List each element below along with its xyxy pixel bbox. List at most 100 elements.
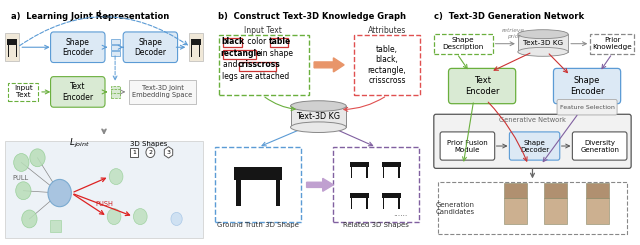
Text: retrieve
prior: retrieve prior bbox=[502, 28, 525, 39]
Text: Shape
Decoder: Shape Decoder bbox=[134, 37, 166, 57]
Bar bbox=[8, 39, 17, 45]
Bar bbox=[8, 45, 9, 57]
Circle shape bbox=[22, 210, 37, 228]
Circle shape bbox=[16, 182, 31, 200]
Circle shape bbox=[30, 149, 45, 167]
Bar bbox=[504, 198, 527, 224]
Bar bbox=[189, 33, 203, 61]
Bar bbox=[383, 198, 385, 208]
Text: Generative Network: Generative Network bbox=[499, 117, 566, 123]
Bar bbox=[382, 162, 401, 167]
FancyBboxPatch shape bbox=[5, 14, 203, 127]
FancyBboxPatch shape bbox=[111, 39, 120, 44]
Text: b)  Construct Text-3D Knowledge Graph: b) Construct Text-3D Knowledge Graph bbox=[218, 12, 406, 21]
FancyBboxPatch shape bbox=[509, 132, 560, 160]
Text: table: table bbox=[269, 37, 291, 46]
Text: in shape: in shape bbox=[258, 49, 293, 58]
Text: c)  Text-3D Generation Network: c) Text-3D Generation Network bbox=[434, 12, 584, 21]
Bar bbox=[544, 184, 567, 198]
Bar bbox=[544, 198, 567, 224]
Bar bbox=[382, 193, 401, 198]
Text: a)  Learning Joint Representation: a) Learning Joint Representation bbox=[12, 12, 170, 21]
Bar bbox=[518, 34, 568, 52]
Text: Ground Truth 3D Shape: Ground Truth 3D Shape bbox=[218, 222, 300, 228]
Text: Prior
Knowledge: Prior Knowledge bbox=[593, 37, 632, 50]
FancyBboxPatch shape bbox=[123, 32, 177, 62]
Bar bbox=[236, 180, 241, 206]
Circle shape bbox=[146, 147, 155, 158]
Text: PUSH: PUSH bbox=[95, 201, 113, 207]
Text: black: black bbox=[222, 37, 245, 46]
FancyBboxPatch shape bbox=[554, 68, 621, 104]
Bar bbox=[351, 167, 352, 178]
Text: Shape
Encoder: Shape Encoder bbox=[62, 37, 93, 57]
Circle shape bbox=[13, 154, 29, 172]
Text: Input
Text: Input Text bbox=[14, 86, 33, 98]
Circle shape bbox=[171, 212, 182, 225]
Text: Shape
Decoder: Shape Decoder bbox=[520, 139, 549, 153]
Text: Prior Fusion
Module: Prior Fusion Module bbox=[447, 139, 488, 153]
Ellipse shape bbox=[518, 47, 568, 56]
Polygon shape bbox=[307, 178, 333, 191]
FancyBboxPatch shape bbox=[572, 132, 627, 160]
FancyBboxPatch shape bbox=[51, 77, 105, 107]
FancyBboxPatch shape bbox=[5, 141, 203, 238]
Circle shape bbox=[48, 179, 71, 207]
Circle shape bbox=[133, 208, 147, 225]
FancyBboxPatch shape bbox=[111, 93, 120, 98]
Text: 2: 2 bbox=[148, 150, 152, 155]
Ellipse shape bbox=[291, 122, 346, 133]
Bar bbox=[349, 162, 369, 167]
Text: Related 3D Shapes: Related 3D Shapes bbox=[343, 222, 409, 228]
Bar bbox=[366, 198, 368, 208]
Bar bbox=[49, 220, 61, 232]
Text: rectangle: rectangle bbox=[220, 49, 262, 58]
Text: 3D Shapes: 3D Shapes bbox=[130, 141, 168, 147]
Bar bbox=[398, 198, 400, 208]
Bar bbox=[366, 167, 368, 178]
Bar bbox=[586, 184, 609, 198]
Text: $\it{L}_{ae}$: $\it{L}_{ae}$ bbox=[97, 8, 111, 21]
Bar bbox=[191, 45, 192, 57]
Text: Text-3D KG: Text-3D KG bbox=[296, 112, 340, 121]
Text: Attributes: Attributes bbox=[368, 26, 406, 35]
FancyBboxPatch shape bbox=[434, 114, 631, 168]
FancyBboxPatch shape bbox=[111, 45, 120, 50]
FancyBboxPatch shape bbox=[111, 86, 120, 91]
Text: color: color bbox=[245, 37, 269, 46]
Text: Text
Encoder: Text Encoder bbox=[465, 76, 499, 96]
Ellipse shape bbox=[518, 30, 568, 39]
Text: Text-3D KG: Text-3D KG bbox=[523, 40, 563, 46]
Bar bbox=[398, 167, 400, 178]
Text: Diversity
Generation: Diversity Generation bbox=[580, 139, 619, 153]
Bar bbox=[5, 33, 19, 61]
Text: Feature Selection: Feature Selection bbox=[559, 105, 614, 110]
Bar bbox=[199, 45, 200, 57]
FancyBboxPatch shape bbox=[51, 32, 105, 62]
Bar bbox=[351, 198, 352, 208]
Bar bbox=[383, 167, 385, 178]
Bar bbox=[349, 193, 369, 198]
Circle shape bbox=[109, 169, 123, 184]
Text: 1: 1 bbox=[132, 150, 136, 155]
Bar bbox=[234, 167, 282, 180]
Text: Shape
Encoder: Shape Encoder bbox=[570, 76, 604, 96]
Text: and: and bbox=[223, 60, 240, 69]
Bar bbox=[586, 198, 609, 224]
FancyBboxPatch shape bbox=[557, 99, 617, 115]
Text: ......: ...... bbox=[393, 208, 407, 218]
Text: Shape
Description: Shape Description bbox=[443, 37, 484, 50]
Text: 3: 3 bbox=[166, 150, 170, 155]
FancyBboxPatch shape bbox=[440, 132, 495, 160]
Bar bbox=[276, 180, 280, 206]
FancyBboxPatch shape bbox=[111, 89, 120, 95]
Text: legs are attached: legs are attached bbox=[222, 72, 289, 81]
Bar bbox=[130, 148, 138, 157]
Text: Generation
Candidates: Generation Candidates bbox=[435, 202, 474, 215]
Text: Text-3D Joint
Embedding Space: Text-3D Joint Embedding Space bbox=[132, 86, 193, 98]
FancyBboxPatch shape bbox=[111, 50, 120, 56]
Text: PULL: PULL bbox=[12, 175, 28, 181]
Text: $\it{L}_{joint}$: $\it{L}_{joint}$ bbox=[69, 137, 90, 150]
Circle shape bbox=[108, 208, 121, 225]
Polygon shape bbox=[314, 58, 344, 72]
